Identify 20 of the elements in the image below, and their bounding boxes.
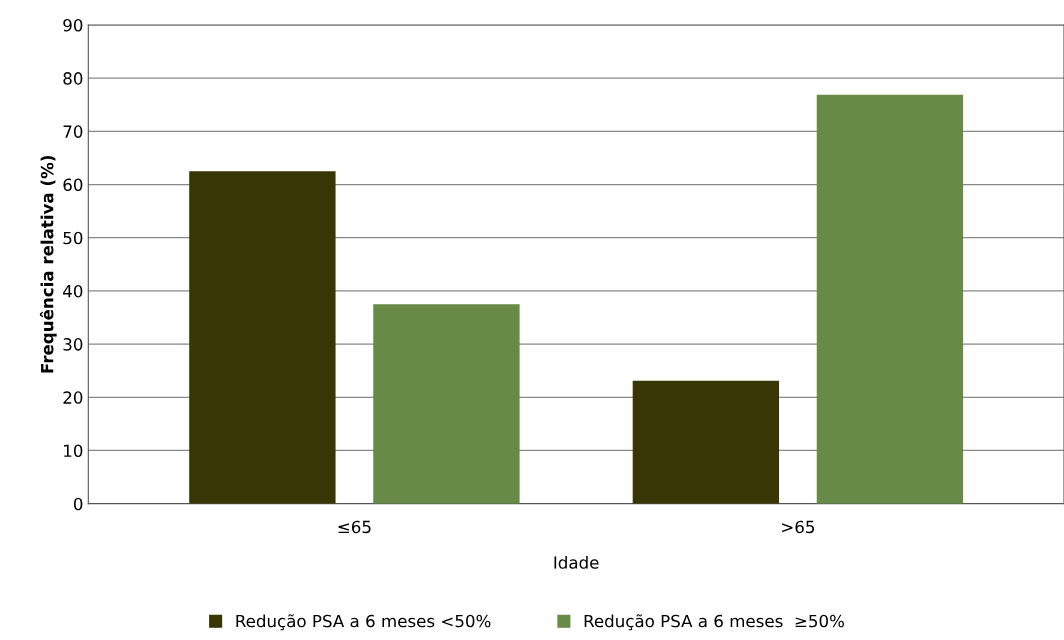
legend-label: Redução PSA a 6 meses <50% xyxy=(236,614,491,631)
bar xyxy=(373,304,520,504)
y-axis-title: Frequência relativa (%) xyxy=(39,156,57,373)
x-axis-title: Idade xyxy=(554,555,599,569)
y-tick-label: 70 xyxy=(63,125,83,138)
y-tick-label: 90 xyxy=(63,18,83,32)
y-tick-label: 80 xyxy=(63,72,83,85)
bar xyxy=(632,380,780,504)
legend-label: Redução PSA a 6 meses ≥50% xyxy=(584,614,844,631)
y-tick-label: 60 xyxy=(63,178,83,192)
bar xyxy=(189,171,336,504)
y-tick-label: 30 xyxy=(63,338,83,351)
bar xyxy=(816,94,964,504)
x-tick-label: ≤65 xyxy=(338,520,371,534)
y-tick-label: 50 xyxy=(63,231,83,245)
y-tick-label: 10 xyxy=(64,444,83,458)
y-tick-label: 40 xyxy=(63,284,83,298)
y-tick-label: 0 xyxy=(73,497,83,511)
y-tick-label: 20 xyxy=(63,391,83,404)
x-tick-label: >65 xyxy=(782,520,815,534)
